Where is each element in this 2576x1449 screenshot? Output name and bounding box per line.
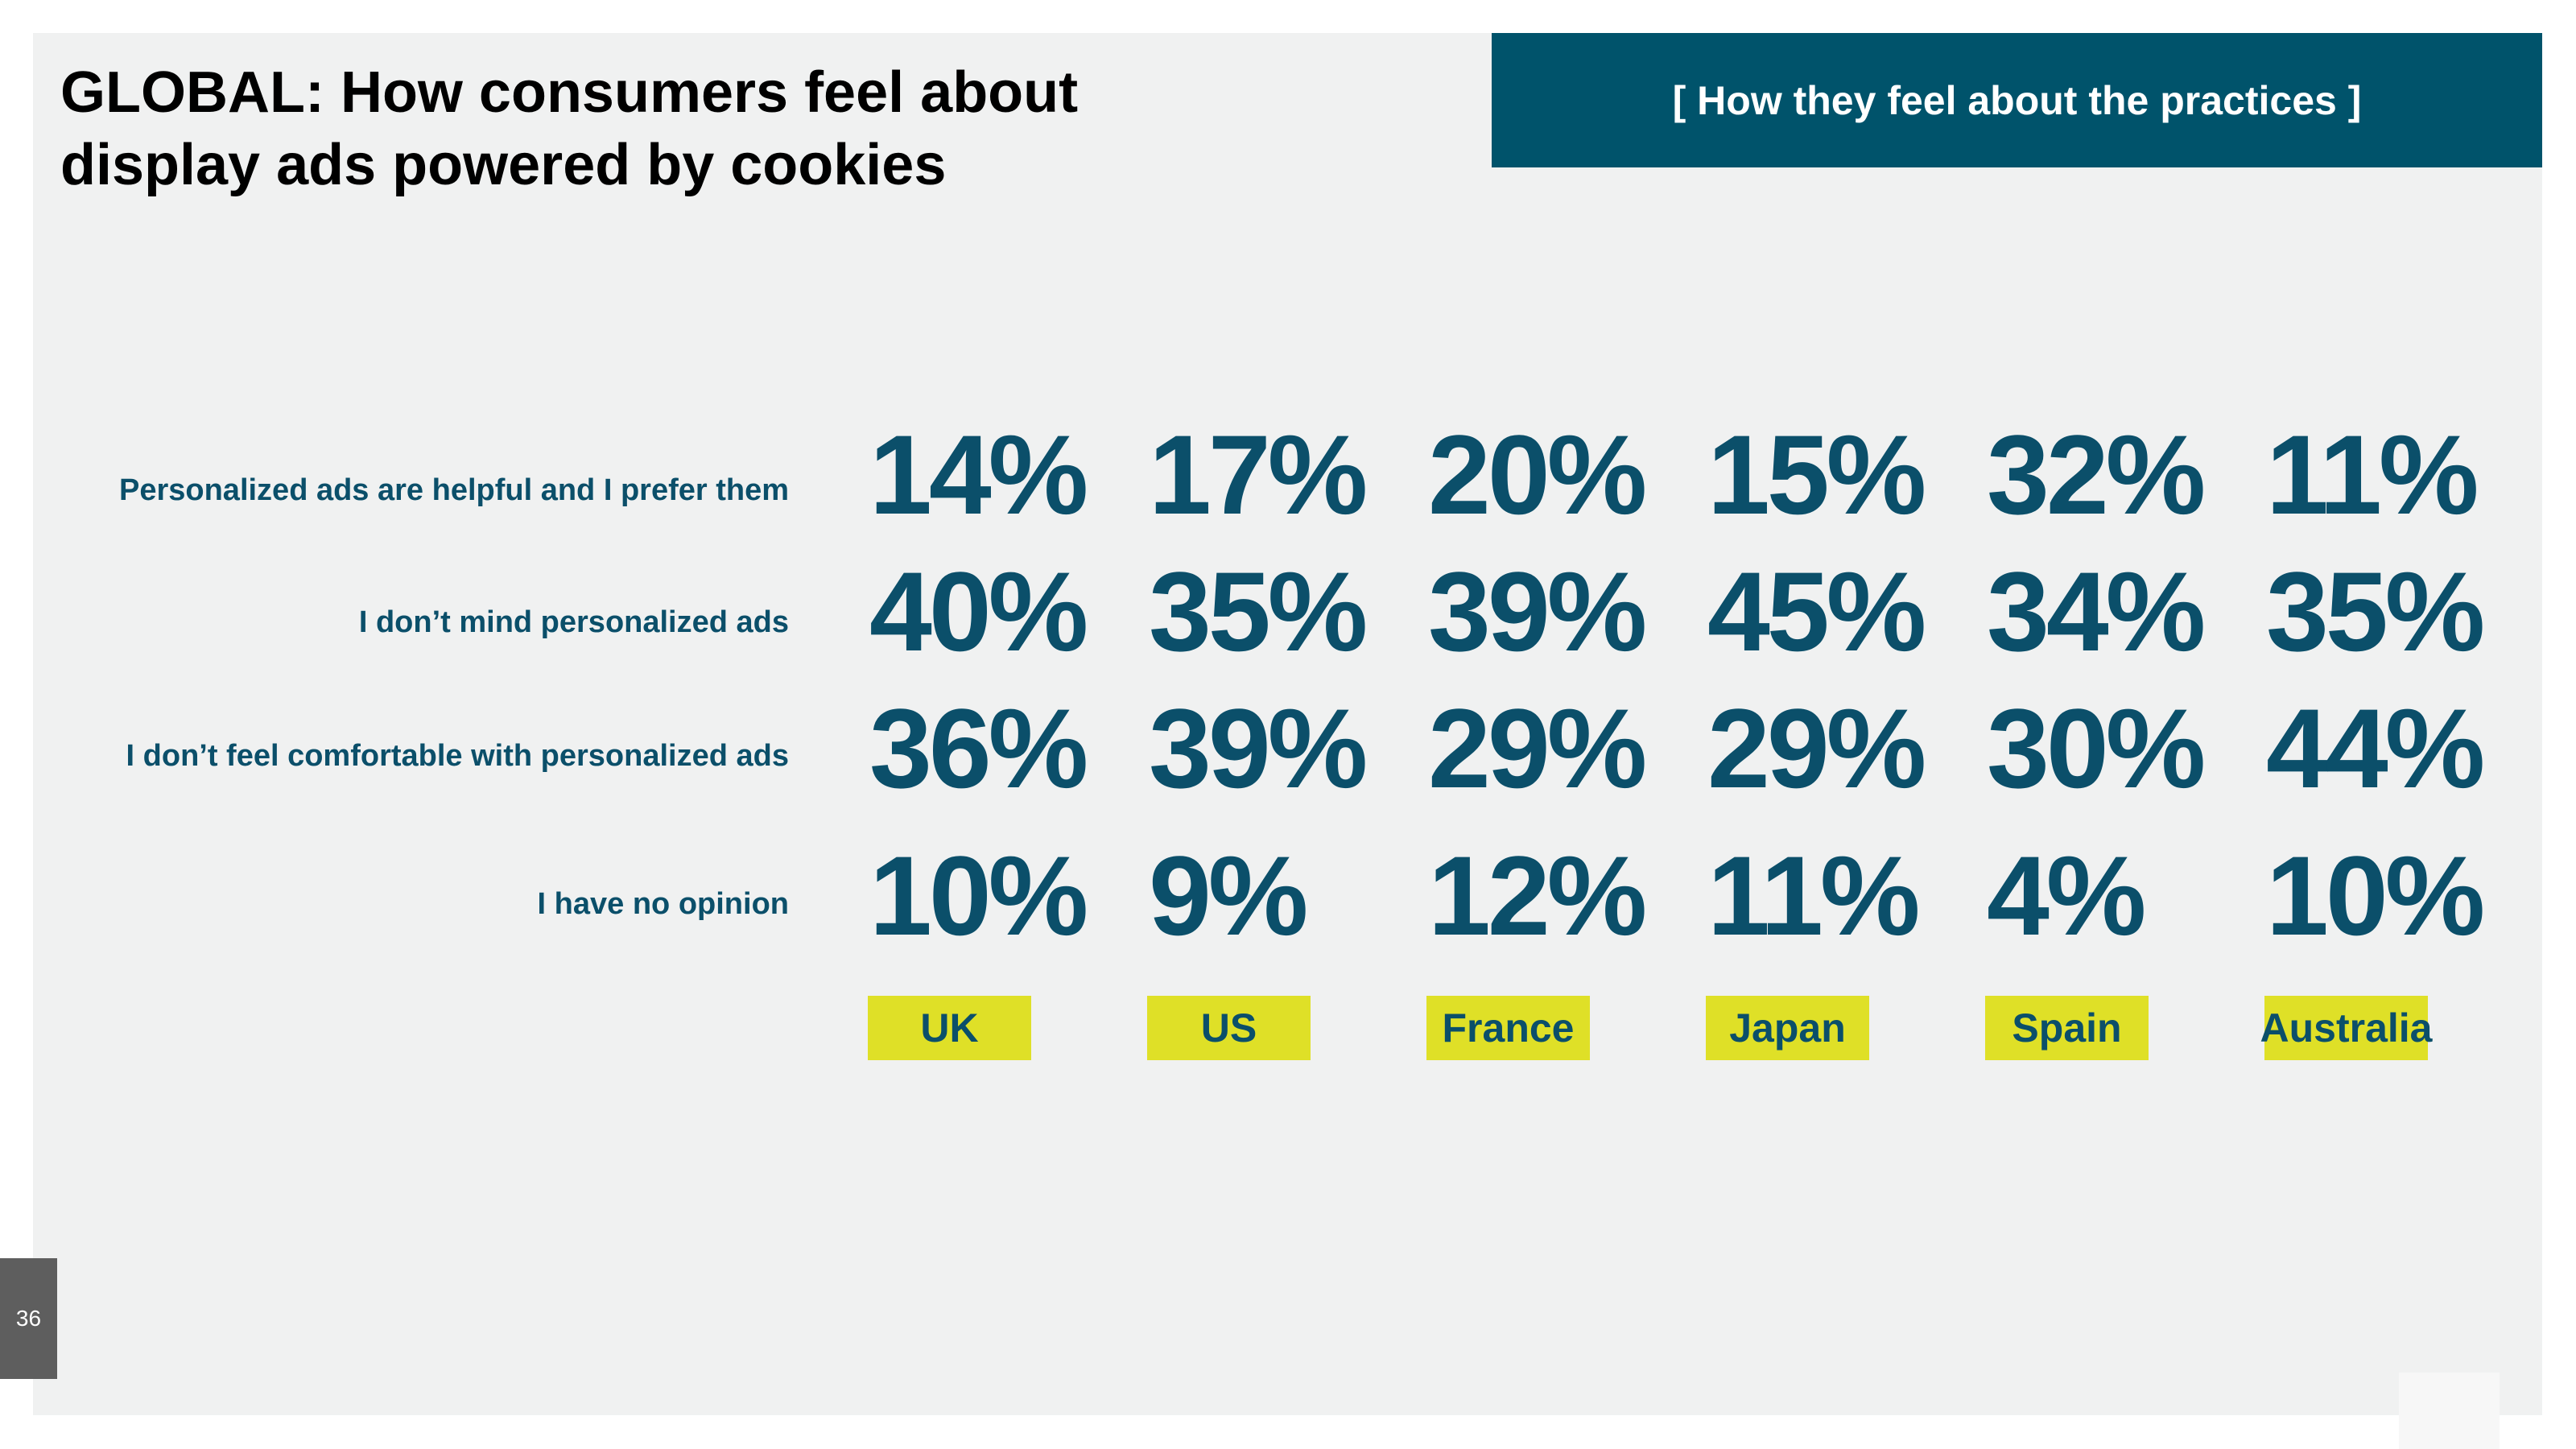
- value-cell: 29%: [1428, 685, 1647, 811]
- value-cell: 39%: [1428, 548, 1647, 675]
- section-tag-label: [ How they feel about the practices ]: [1672, 77, 2362, 123]
- value-cell: 35%: [1149, 548, 1368, 675]
- page-title: GLOBAL: How consumers feel about display…: [60, 56, 1107, 201]
- value-cell: 14%: [869, 411, 1088, 538]
- value-cell: 36%: [869, 685, 1088, 811]
- value-cell: 29%: [1707, 685, 1926, 811]
- value-cell: 40%: [869, 548, 1088, 675]
- country-label: Australia: [2260, 996, 2432, 1060]
- value-cell: 32%: [1987, 411, 2206, 538]
- country-label: US: [1147, 996, 1311, 1060]
- slide-background: [33, 33, 2542, 1415]
- value-cell: 45%: [1707, 548, 1926, 675]
- row-label: I have no opinion: [537, 887, 789, 921]
- value-cell: 12%: [1428, 832, 1647, 959]
- value-cell: 44%: [2266, 685, 2485, 811]
- corner-decoration: [2399, 1373, 2500, 1449]
- value-cell: 9%: [1149, 832, 1308, 959]
- page-number: 36: [15, 1306, 42, 1331]
- row-label: I don’t feel comfortable with personaliz…: [126, 739, 789, 773]
- row-label: Personalized ads are helpful and I prefe…: [118, 473, 789, 507]
- value-cell: 35%: [2266, 548, 2485, 675]
- section-tag: [ How they feel about the practices ]: [1492, 33, 2542, 167]
- country-label: France: [1426, 996, 1590, 1060]
- value-cell: 39%: [1149, 685, 1368, 811]
- value-cell: 10%: [2266, 832, 2485, 959]
- country-label: UK: [868, 996, 1031, 1060]
- row-label: I don’t mind personalized ads: [358, 605, 789, 639]
- value-cell: 4%: [1987, 832, 2146, 959]
- title-line-2: display ads powered by cookies: [60, 133, 947, 197]
- value-cell: 20%: [1428, 411, 1647, 538]
- value-cell: 34%: [1987, 548, 2206, 675]
- value-cell: 15%: [1707, 411, 1926, 538]
- country-label: Spain: [1985, 996, 2149, 1060]
- value-cell: 10%: [869, 832, 1088, 959]
- country-label: Japan: [1706, 996, 1869, 1060]
- value-cell: 17%: [1149, 411, 1368, 538]
- page-number-badge: 36: [0, 1258, 57, 1379]
- value-cell: 11%: [2266, 411, 2479, 538]
- value-cell: 11%: [1707, 832, 1920, 959]
- title-line-1: GLOBAL: How consumers feel about: [60, 60, 1079, 125]
- value-cell: 30%: [1987, 685, 2206, 811]
